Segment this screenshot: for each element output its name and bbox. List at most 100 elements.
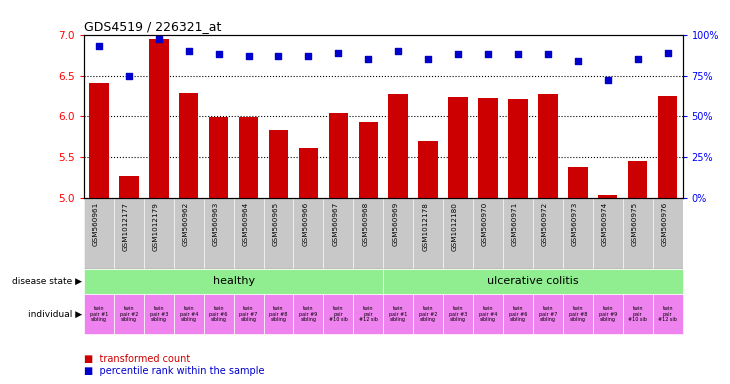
Point bbox=[602, 77, 613, 83]
Text: GSM560961: GSM560961 bbox=[93, 202, 99, 246]
Bar bbox=[628, 161, 648, 199]
Point bbox=[363, 56, 374, 62]
Bar bbox=[264, 294, 293, 334]
Text: GSM1012179: GSM1012179 bbox=[153, 202, 159, 251]
Text: GSM560973: GSM560973 bbox=[572, 202, 578, 246]
Text: individual ▶: individual ▶ bbox=[28, 310, 82, 319]
Point bbox=[333, 50, 345, 56]
Point bbox=[393, 48, 404, 54]
Bar bbox=[84, 294, 114, 334]
Bar bbox=[358, 122, 378, 199]
Text: GSM560966: GSM560966 bbox=[302, 202, 309, 246]
Text: GSM560963: GSM560963 bbox=[212, 202, 219, 246]
Point bbox=[542, 51, 554, 57]
Text: twin
pair #8
sibling: twin pair #8 sibling bbox=[569, 306, 587, 323]
Text: twin
pair #9
sibling: twin pair #9 sibling bbox=[299, 306, 318, 323]
Point bbox=[483, 51, 494, 57]
Text: GSM560968: GSM560968 bbox=[362, 202, 369, 246]
Point bbox=[572, 58, 584, 64]
Bar bbox=[144, 294, 174, 334]
Bar bbox=[413, 294, 443, 334]
Text: twin
pair #2
sibling: twin pair #2 sibling bbox=[120, 306, 138, 323]
Text: GSM1012177: GSM1012177 bbox=[123, 202, 128, 251]
Bar bbox=[418, 141, 438, 199]
Text: twin
pair #6
sibling: twin pair #6 sibling bbox=[210, 306, 228, 323]
Text: twin
pair
#10 sib: twin pair #10 sib bbox=[629, 306, 647, 323]
Bar bbox=[538, 94, 558, 199]
Bar bbox=[234, 294, 264, 334]
Bar bbox=[174, 294, 204, 334]
Bar bbox=[443, 294, 473, 334]
Bar bbox=[503, 294, 533, 334]
Bar bbox=[568, 167, 588, 199]
Bar bbox=[209, 117, 228, 199]
Bar bbox=[653, 294, 683, 334]
Text: GSM560962: GSM560962 bbox=[182, 202, 188, 246]
Bar bbox=[658, 96, 677, 199]
Text: GSM560974: GSM560974 bbox=[602, 202, 607, 246]
Text: GSM560964: GSM560964 bbox=[242, 202, 248, 246]
Bar bbox=[323, 294, 353, 334]
Text: twin
pair #8
sibling: twin pair #8 sibling bbox=[269, 306, 288, 323]
Text: GSM560965: GSM560965 bbox=[272, 202, 279, 246]
Bar bbox=[114, 294, 144, 334]
Text: twin
pair #3
sibling: twin pair #3 sibling bbox=[449, 306, 467, 323]
Text: GSM560972: GSM560972 bbox=[542, 202, 548, 246]
Text: disease state ▶: disease state ▶ bbox=[12, 277, 82, 286]
Text: GSM560976: GSM560976 bbox=[661, 202, 668, 246]
Text: twin
pair
#12 sib: twin pair #12 sib bbox=[359, 306, 377, 323]
Bar bbox=[448, 97, 468, 199]
Point bbox=[422, 56, 434, 62]
Text: GDS4519 / 226321_at: GDS4519 / 226321_at bbox=[84, 20, 221, 33]
Bar bbox=[383, 268, 683, 294]
Text: twin
pair #2
sibling: twin pair #2 sibling bbox=[419, 306, 437, 323]
Text: GSM560975: GSM560975 bbox=[631, 202, 638, 246]
Bar bbox=[473, 294, 503, 334]
Bar bbox=[84, 268, 383, 294]
Text: twin
pair #4
sibling: twin pair #4 sibling bbox=[479, 306, 497, 323]
Point bbox=[93, 43, 105, 49]
Text: twin
pair #7
sibling: twin pair #7 sibling bbox=[239, 306, 258, 323]
Text: GSM1012180: GSM1012180 bbox=[452, 202, 458, 251]
Point bbox=[631, 56, 644, 62]
Text: ■  transformed count: ■ transformed count bbox=[84, 354, 191, 364]
Text: GSM560971: GSM560971 bbox=[512, 202, 518, 246]
Text: GSM560967: GSM560967 bbox=[332, 202, 339, 246]
Bar bbox=[119, 176, 139, 199]
Bar bbox=[89, 83, 109, 199]
Bar bbox=[179, 93, 199, 199]
Point bbox=[453, 51, 464, 57]
Point bbox=[182, 48, 194, 54]
Text: twin
pair #1
sibling: twin pair #1 sibling bbox=[90, 306, 108, 323]
Text: GSM1012178: GSM1012178 bbox=[422, 202, 428, 251]
Text: GSM560969: GSM560969 bbox=[392, 202, 399, 246]
Bar bbox=[598, 195, 618, 199]
Bar bbox=[204, 294, 234, 334]
Point bbox=[153, 36, 165, 43]
Bar bbox=[239, 117, 258, 199]
Text: healthy: healthy bbox=[212, 276, 255, 286]
Point bbox=[273, 53, 285, 59]
Text: ■  percentile rank within the sample: ■ percentile rank within the sample bbox=[84, 366, 264, 376]
Bar bbox=[353, 294, 383, 334]
Bar bbox=[533, 294, 563, 334]
Bar bbox=[299, 147, 318, 199]
Text: GSM560970: GSM560970 bbox=[482, 202, 488, 246]
Bar bbox=[269, 129, 288, 199]
Text: twin
pair
#12 sib: twin pair #12 sib bbox=[658, 306, 677, 323]
Bar bbox=[388, 94, 408, 199]
Text: twin
pair
#10 sib: twin pair #10 sib bbox=[329, 306, 347, 323]
Point bbox=[242, 53, 255, 59]
Bar bbox=[293, 294, 323, 334]
Point bbox=[123, 73, 134, 79]
Point bbox=[303, 53, 315, 59]
Bar bbox=[328, 113, 348, 199]
Text: twin
pair #7
sibling: twin pair #7 sibling bbox=[539, 306, 557, 323]
Text: twin
pair #4
sibling: twin pair #4 sibling bbox=[180, 306, 198, 323]
Text: ulcerative colitis: ulcerative colitis bbox=[487, 276, 579, 286]
Bar bbox=[383, 294, 413, 334]
Text: twin
pair #3
sibling: twin pair #3 sibling bbox=[150, 306, 168, 323]
Text: twin
pair #1
sibling: twin pair #1 sibling bbox=[389, 306, 407, 323]
Bar bbox=[508, 99, 528, 199]
Point bbox=[213, 51, 225, 57]
